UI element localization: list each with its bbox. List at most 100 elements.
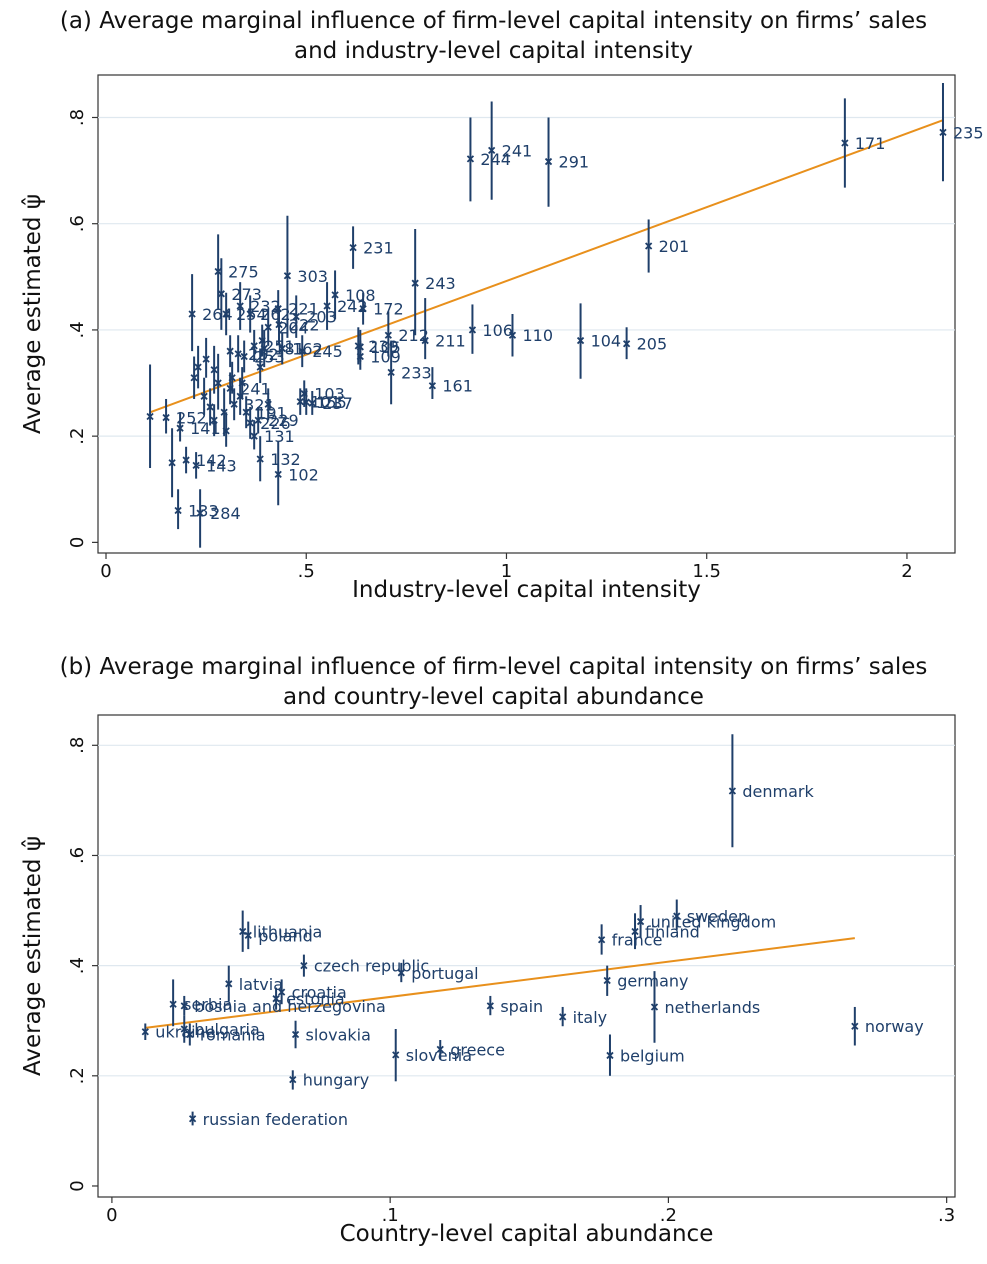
marker-stroke <box>576 336 585 345</box>
marker-stroke <box>291 1030 300 1039</box>
data-point <box>421 336 429 345</box>
data-point <box>631 927 639 936</box>
point-label: 109 <box>370 347 401 366</box>
y-tick-label: 0 <box>67 537 88 548</box>
point-label: ukraine <box>155 1023 215 1042</box>
data-point <box>225 980 233 988</box>
point-label: 108 <box>345 286 376 305</box>
marker-stroke <box>222 427 230 435</box>
data-point <box>246 419 254 427</box>
data-point <box>188 310 196 318</box>
data-point <box>392 1051 400 1059</box>
point-label: netherlands <box>664 998 760 1017</box>
point-label: 155 <box>316 393 347 412</box>
marker-stroke <box>141 1028 149 1036</box>
point-label: 235 <box>953 123 984 142</box>
point-label: 142 <box>196 451 227 470</box>
data-point <box>841 139 849 147</box>
marker-stroke <box>384 331 392 339</box>
marker-stroke <box>673 912 681 920</box>
point-label: 181 <box>274 340 305 359</box>
data-point <box>256 455 264 463</box>
point-label: bosnia and herzegovina <box>194 997 386 1016</box>
marker-stroke <box>486 1002 494 1010</box>
point-label: serbia <box>183 995 232 1014</box>
data-point <box>359 305 367 313</box>
marker-stroke <box>246 310 254 318</box>
data-point <box>308 399 316 407</box>
point-label: 252 <box>176 409 207 428</box>
data-point <box>939 128 947 136</box>
data-point <box>238 379 246 387</box>
marker-stroke <box>238 379 246 387</box>
point-label: belgium <box>620 1046 685 1065</box>
point-label: 239 <box>368 337 399 356</box>
point-label: 275 <box>228 263 259 282</box>
data-point <box>202 355 210 363</box>
data-point <box>190 374 198 382</box>
x-tick-label: .2 <box>660 1205 677 1226</box>
data-point <box>194 363 202 371</box>
marker-stroke <box>283 272 292 280</box>
data-point <box>278 988 286 996</box>
data-point <box>180 1002 188 1010</box>
data-point <box>250 432 258 440</box>
data-point <box>603 976 611 985</box>
data-point <box>210 416 218 424</box>
marker-stroke <box>645 242 653 250</box>
point-label: 141 <box>190 419 221 438</box>
point-label: 321 <box>244 395 275 414</box>
point-label: portugal <box>411 964 478 983</box>
marker-stroke <box>174 506 182 515</box>
marker-stroke <box>274 470 282 479</box>
marker-stroke <box>387 368 395 377</box>
data-point <box>488 146 496 155</box>
x-tick-label: 0 <box>100 561 111 582</box>
marker-stroke <box>239 927 247 936</box>
y-tick-label: .4 <box>67 321 88 338</box>
data-point <box>230 400 238 408</box>
point-label: 245 <box>312 342 343 361</box>
point-label: latvia <box>239 975 283 994</box>
marker-stroke <box>250 432 258 440</box>
data-point <box>188 1115 197 1123</box>
data-point <box>436 1045 444 1054</box>
point-label: 106 <box>482 321 513 340</box>
marker-stroke <box>240 352 248 361</box>
point-label: spain <box>500 997 543 1016</box>
scatter-plot-a: 0 .2 .4 .6 .8 0 .5 1 1.5 2 Industry-level capital … <box>20 74 984 603</box>
marker-stroke <box>292 313 300 321</box>
data-point <box>851 1022 859 1030</box>
data-point <box>186 1030 194 1039</box>
point-label: hungary <box>303 1071 369 1090</box>
point-label: 211 <box>435 332 466 351</box>
marker-stroke <box>250 342 258 350</box>
data-point <box>302 398 310 406</box>
data-point <box>323 302 331 310</box>
data-point <box>466 155 475 163</box>
x-tick-label: .3 <box>938 1205 955 1226</box>
panel-a: (a) Average marginal influence of firm-l… <box>20 8 984 603</box>
y-tick-label: .8 <box>67 737 88 754</box>
marker-stroke <box>436 1045 444 1054</box>
data-point <box>254 416 262 424</box>
marker-stroke <box>214 379 222 387</box>
marker-stroke <box>210 366 218 374</box>
marker-stroke <box>302 398 310 406</box>
point-label: 243 <box>425 274 456 293</box>
marker-stroke <box>254 416 262 424</box>
marker-stroke <box>397 969 405 977</box>
x-tick-label: 1 <box>501 561 512 582</box>
point-label: 201 <box>659 237 690 256</box>
data-point <box>278 344 286 353</box>
marker-stroke <box>234 350 242 358</box>
marker-stroke <box>606 1051 614 1060</box>
point-label: croatia <box>292 983 347 1002</box>
data-point <box>258 336 266 345</box>
marker-stroke <box>182 456 190 464</box>
marker-stroke <box>308 399 316 407</box>
panel-b: (b) Average marginal influence of firm-l… <box>0 632 987 1264</box>
data-point <box>196 509 204 517</box>
marker-stroke <box>188 1115 197 1123</box>
chart-title-line2: and country-level capital abundance <box>283 684 704 710</box>
